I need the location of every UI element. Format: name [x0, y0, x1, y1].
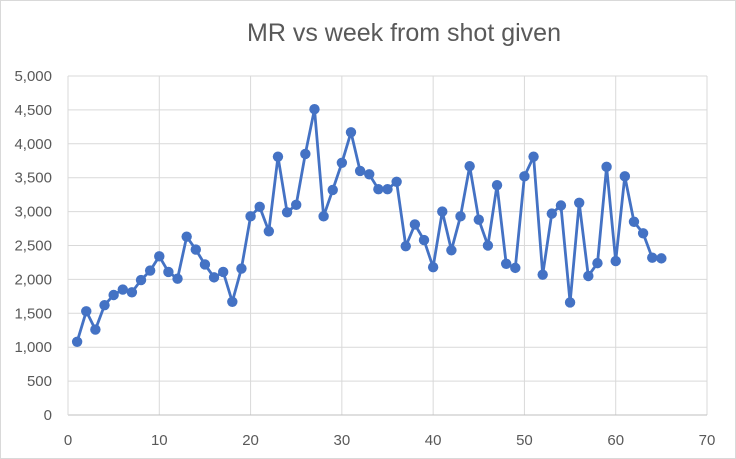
x-tick-label: 10 — [151, 432, 168, 449]
data-point — [263, 226, 275, 237]
data-point — [144, 265, 156, 276]
x-tick-label: 40 — [425, 432, 442, 449]
x-tick-labels: 0 10 20 30 40 50 60 70 — [64, 432, 716, 449]
data-point — [574, 197, 585, 208]
x-tick-label: 0 — [64, 432, 72, 449]
data-point — [236, 263, 247, 274]
data-point — [400, 240, 411, 252]
data-point — [546, 208, 558, 219]
data-point — [117, 284, 128, 295]
data-point — [108, 289, 119, 301]
y-tick-labels: 0 500 1,000 1,500 2,000 2,500 3,000 3,500 4,000 4… — [14, 68, 52, 424]
data-point — [409, 219, 421, 230]
data-point — [354, 165, 366, 177]
axes — [67, 76, 707, 416]
data-point — [446, 245, 457, 256]
data-point — [300, 148, 311, 160]
data-point — [272, 151, 284, 162]
data-point — [437, 206, 448, 217]
data-point — [327, 184, 338, 196]
data-point — [199, 259, 211, 270]
data-point — [208, 272, 220, 283]
data-point — [318, 211, 329, 222]
data-point — [190, 244, 201, 255]
data-point — [464, 160, 475, 172]
x-tick-label: 60 — [607, 432, 624, 449]
data-point — [245, 211, 256, 222]
data-point — [610, 255, 621, 267]
data-point — [500, 258, 512, 270]
data-point — [592, 257, 603, 269]
data-point — [254, 201, 265, 213]
y-tick-label: 1,000 — [14, 339, 52, 356]
data-point — [519, 171, 530, 182]
data-point — [135, 274, 147, 286]
y-tick-label: 5,000 — [14, 68, 52, 85]
data-point — [510, 262, 521, 274]
y-tick-label: 0 — [44, 407, 52, 424]
x-tick-label: 70 — [699, 432, 716, 449]
data-point — [227, 296, 238, 307]
y-tick-label: 4,500 — [14, 102, 52, 119]
data-point — [309, 104, 320, 115]
data-point — [656, 253, 667, 264]
data-point — [126, 287, 138, 298]
y-tick-label: 2,500 — [14, 238, 52, 255]
data-point — [537, 269, 548, 280]
data-point — [583, 270, 594, 282]
data-point — [181, 231, 192, 242]
y-tick-label: 500 — [27, 373, 52, 390]
data-point — [81, 306, 92, 317]
data-point — [418, 234, 430, 246]
data-point — [345, 127, 357, 138]
x-tick-label: 30 — [334, 432, 351, 449]
data-point — [637, 228, 649, 239]
data-point — [619, 171, 631, 182]
data-point — [528, 151, 539, 162]
data-point — [154, 251, 165, 262]
gridlines — [68, 75, 708, 415]
data-point — [564, 297, 576, 308]
data-point — [373, 184, 384, 195]
data-point — [391, 176, 402, 187]
data-point — [491, 179, 503, 191]
data-point — [99, 299, 110, 311]
x-tick-label: 20 — [242, 432, 259, 449]
data-point — [90, 324, 101, 335]
x-tick-label: 50 — [516, 432, 533, 449]
data-point — [172, 273, 183, 284]
y-tick-label: 1,500 — [14, 305, 52, 322]
data-point — [71, 336, 83, 347]
data-point — [455, 211, 466, 222]
data-point — [217, 266, 229, 278]
y-tick-label: 3,500 — [14, 170, 52, 187]
chart-title: MR vs week from shot given — [247, 19, 561, 47]
y-tick-label: 2,000 — [14, 271, 52, 288]
data-point — [163, 266, 174, 278]
data-point — [382, 184, 393, 195]
data-point — [281, 207, 293, 218]
y-tick-label: 4,000 — [14, 136, 52, 153]
data-point — [336, 157, 348, 168]
data-point — [427, 261, 439, 273]
data-point — [628, 216, 640, 227]
data-point — [291, 199, 302, 211]
y-tick-label: 3,000 — [14, 204, 52, 221]
data-point — [473, 214, 484, 225]
data-point — [555, 200, 567, 211]
data-point — [601, 161, 612, 173]
series-mr — [71, 104, 667, 347]
data-point — [364, 169, 375, 180]
data-point — [482, 240, 494, 251]
data-point — [647, 252, 658, 263]
